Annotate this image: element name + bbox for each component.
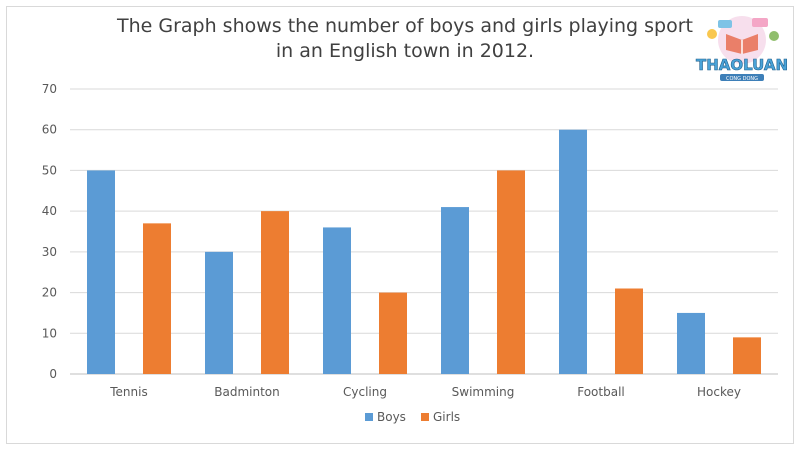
bars	[87, 129, 761, 374]
bar-boys-badminton	[205, 251, 233, 374]
y-tick-label: 70	[42, 82, 57, 96]
legend: Boys Girls	[365, 410, 460, 424]
bar-girls-tennis	[143, 223, 171, 374]
x-tick-label: Football	[577, 385, 625, 399]
x-tick-label: Tennis	[109, 385, 147, 399]
logo-text: THAOLUAN	[696, 56, 788, 74]
x-tick-label: Badminton	[214, 385, 279, 399]
y-tick-label: 60	[42, 123, 57, 137]
x-axis-ticks: Tennis Badminton Cycling Swimming Football Ho…	[109, 385, 741, 399]
thaoluan-logo: THAOLUAN CONG DONG	[690, 10, 794, 88]
bar-boys-cycling	[323, 227, 351, 374]
legend-swatch-girls	[421, 413, 429, 421]
y-axis-ticks: 0 10 20 30 40 50 60 70	[42, 82, 57, 381]
y-tick-label: 10	[42, 326, 57, 340]
bar-girls-swimming	[497, 170, 525, 374]
legend-label-boys: Boys	[377, 410, 406, 424]
bar-boys-hockey	[677, 312, 705, 374]
gridlines	[70, 88, 778, 375]
x-tick-label: Swimming	[452, 385, 515, 399]
bar-boys-football	[559, 129, 587, 374]
bar-girls-hockey	[733, 337, 761, 374]
y-tick-label: 30	[42, 245, 57, 259]
x-tick-label: Hockey	[697, 385, 741, 399]
x-tick-label: Cycling	[343, 385, 387, 399]
legend-swatch-boys	[365, 413, 373, 421]
y-tick-label: 50	[42, 163, 57, 177]
legend-label-girls: Girls	[433, 410, 460, 424]
bar-boys-swimming	[441, 207, 469, 374]
logo-subtext: CONG DONG	[726, 76, 758, 82]
chart-title: The Graph shows the number of boys and g…	[116, 15, 694, 62]
bar-girls-football	[615, 288, 643, 374]
y-tick-label: 20	[42, 286, 57, 300]
bar-boys-tennis	[87, 170, 115, 374]
y-tick-label: 40	[42, 204, 57, 218]
y-tick-label: 0	[49, 367, 57, 381]
bar-girls-badminton	[261, 211, 289, 374]
bar-girls-cycling	[379, 292, 407, 374]
